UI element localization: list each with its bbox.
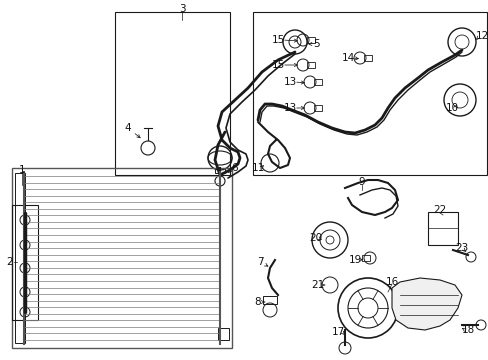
Bar xyxy=(427,212,457,245)
Bar xyxy=(313,105,321,111)
Text: 14: 14 xyxy=(341,53,354,63)
Bar xyxy=(306,62,314,68)
Text: 3: 3 xyxy=(178,4,185,14)
Bar xyxy=(215,168,224,173)
Bar xyxy=(115,12,229,175)
Bar xyxy=(15,173,25,343)
Text: 9: 9 xyxy=(358,177,365,187)
Text: 22: 22 xyxy=(432,205,446,215)
Text: 17: 17 xyxy=(331,327,344,337)
Text: 5: 5 xyxy=(312,39,319,49)
Text: 13: 13 xyxy=(283,77,296,87)
Text: 21: 21 xyxy=(311,280,324,290)
Text: 18: 18 xyxy=(461,325,474,335)
Bar xyxy=(313,79,321,85)
Text: 16: 16 xyxy=(385,277,398,287)
Text: 11: 11 xyxy=(251,163,264,173)
Text: 12: 12 xyxy=(474,31,488,41)
Text: 13: 13 xyxy=(283,103,296,113)
Bar xyxy=(252,12,486,175)
Bar xyxy=(218,328,228,340)
Text: 8: 8 xyxy=(254,297,261,307)
Text: 2: 2 xyxy=(7,257,13,267)
Text: 7: 7 xyxy=(256,257,263,267)
Text: 10: 10 xyxy=(445,103,458,113)
Text: 6: 6 xyxy=(231,163,238,173)
Bar xyxy=(12,205,38,320)
Text: 20: 20 xyxy=(309,233,322,243)
Bar xyxy=(306,37,314,43)
Text: 1: 1 xyxy=(19,165,25,175)
Text: 4: 4 xyxy=(124,123,131,133)
Polygon shape xyxy=(391,278,461,330)
Text: 23: 23 xyxy=(454,243,468,253)
Bar xyxy=(361,255,369,261)
Bar xyxy=(363,55,371,61)
Bar xyxy=(263,296,276,304)
Bar xyxy=(12,168,231,348)
Text: 19: 19 xyxy=(347,255,361,265)
Text: 15: 15 xyxy=(271,60,284,70)
Text: 15: 15 xyxy=(271,35,284,45)
